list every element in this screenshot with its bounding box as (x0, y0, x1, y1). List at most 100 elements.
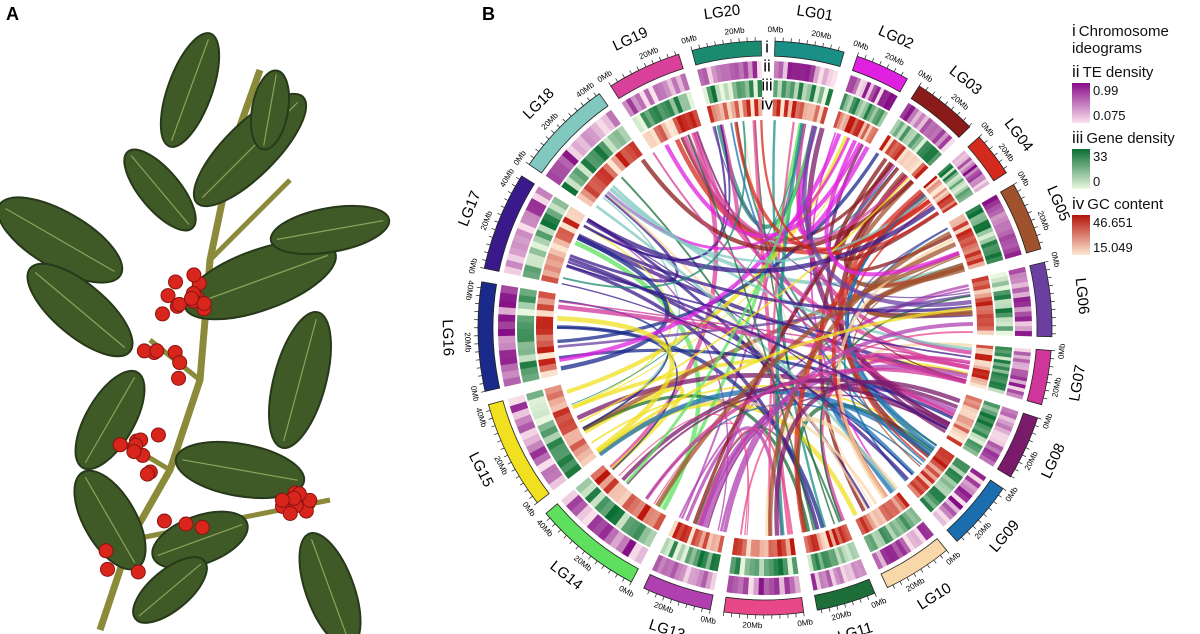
heatmap-cell (850, 561, 860, 580)
circos-plot: 0Mb 20MbLG010Mb20MbLG020Mb20MbLG030Mb20Mb… (439, 1, 1093, 634)
heatmap-cell (519, 360, 538, 370)
heatmap-cell (692, 548, 702, 567)
heatmap-cell (989, 380, 1007, 388)
heatmap-cell (522, 270, 541, 280)
heatmap-cell (993, 219, 1011, 231)
heatmap-cell (768, 558, 774, 576)
heatmap-cell (871, 509, 884, 526)
axis-tick (503, 454, 508, 458)
tick-label: 0Mb (1057, 343, 1067, 360)
heatmap-cell (965, 253, 983, 263)
heatmap-cell (793, 81, 800, 100)
heatmap-cell (975, 347, 994, 353)
heatmap-cell (924, 464, 941, 479)
heatmap-cell (994, 352, 1012, 358)
heatmap-cell (854, 120, 865, 138)
chromosome-ideogram (910, 85, 971, 138)
heatmap-cell (713, 553, 721, 572)
heatmap-cell (758, 577, 764, 595)
heatmap-cell (924, 148, 940, 164)
leaf-vein (170, 39, 210, 141)
heatmap-cell (840, 545, 850, 563)
heatmap-cell (561, 149, 580, 166)
heatmap-cell (557, 226, 576, 239)
heatmap-cell (962, 164, 978, 177)
heatmap-cell (981, 403, 1000, 414)
heatmap-cell (686, 567, 697, 585)
heatmap-cell (517, 321, 535, 329)
heatmap-cell (748, 80, 755, 98)
heatmap-cell (1014, 321, 1032, 327)
axis-tick (859, 598, 862, 603)
axis-tick (674, 51, 677, 56)
heatmap-cell (813, 85, 821, 103)
axis-tick (989, 146, 993, 150)
heatmap-cell (546, 390, 565, 402)
heatmap-cell (564, 463, 582, 479)
heatmap-cell (579, 452, 597, 468)
heatmap-cell (976, 322, 994, 327)
axis-tick (938, 96, 942, 100)
heatmap-cell (939, 197, 955, 210)
axis-tick (1002, 488, 1007, 492)
axis-tick (899, 581, 903, 585)
heatmap-cell (812, 533, 821, 552)
heatmap-cell (592, 518, 609, 537)
legend-title-row: iii Gene density (1072, 129, 1200, 147)
heatmap-cell (763, 577, 770, 595)
heatmap-cell (975, 350, 993, 356)
tick-label: 20Mb (479, 209, 495, 231)
heatmap-cell (726, 101, 733, 120)
heatmap-cell (651, 554, 664, 572)
heatmap-cell (540, 425, 559, 439)
axis-tick (946, 550, 950, 554)
heatmap-cell (536, 309, 554, 318)
heatmap-cell (801, 83, 809, 101)
synteny-link (652, 152, 955, 416)
heatmap-cell (663, 538, 675, 557)
heatmap-cell (656, 556, 668, 574)
heatmap-cell (786, 557, 794, 575)
heatmap-cell (710, 85, 719, 103)
axis-tick (940, 555, 944, 559)
heatmap-cell (597, 140, 614, 158)
axis-tick (507, 461, 512, 465)
heatmap-cell (680, 113, 691, 132)
heatmap-cell (510, 240, 529, 252)
heatmap-cell (855, 78, 865, 97)
heatmap-cell (967, 171, 983, 184)
heatmap-cell (1014, 316, 1032, 322)
axis-tick (925, 86, 929, 91)
heatmap-cell (951, 182, 968, 195)
heatmap-cell (895, 123, 909, 140)
axis-tick (856, 52, 859, 57)
tick-label: 20Mb (724, 26, 745, 37)
legend-scale: 0.99 0.075 (1072, 83, 1200, 123)
heatmap-cell (973, 283, 991, 292)
axis-tick (615, 78, 618, 82)
heatmap-cell (955, 227, 973, 239)
heatmap-cell (791, 556, 799, 575)
heatmap-cell (671, 521, 683, 539)
heatmap-cell (660, 101, 672, 119)
tick-label: 0Mb (979, 121, 996, 139)
synteny-link (606, 191, 928, 263)
heatmap-cell (537, 419, 556, 433)
heatmap-cell (852, 119, 863, 136)
synteny-link (712, 126, 970, 299)
heatmap-cell (1009, 271, 1028, 281)
heatmap-cell (626, 496, 642, 515)
heatmap-cell (980, 450, 998, 463)
heatmap-cell (535, 186, 554, 201)
heatmap-cell (744, 80, 751, 98)
heatmap-cell (912, 477, 927, 493)
legend-entry: iv GC content 46.651 15.049 (1072, 195, 1200, 255)
heatmap-cell (992, 284, 1011, 293)
heatmap-cell (810, 553, 818, 572)
heatmap-cell (529, 401, 549, 414)
legend-numeral: i (1072, 21, 1076, 40)
heatmap-cell (846, 563, 857, 581)
heatmap-cell (938, 504, 954, 521)
heatmap-cell (503, 265, 522, 277)
axis-tick (1036, 233, 1041, 236)
